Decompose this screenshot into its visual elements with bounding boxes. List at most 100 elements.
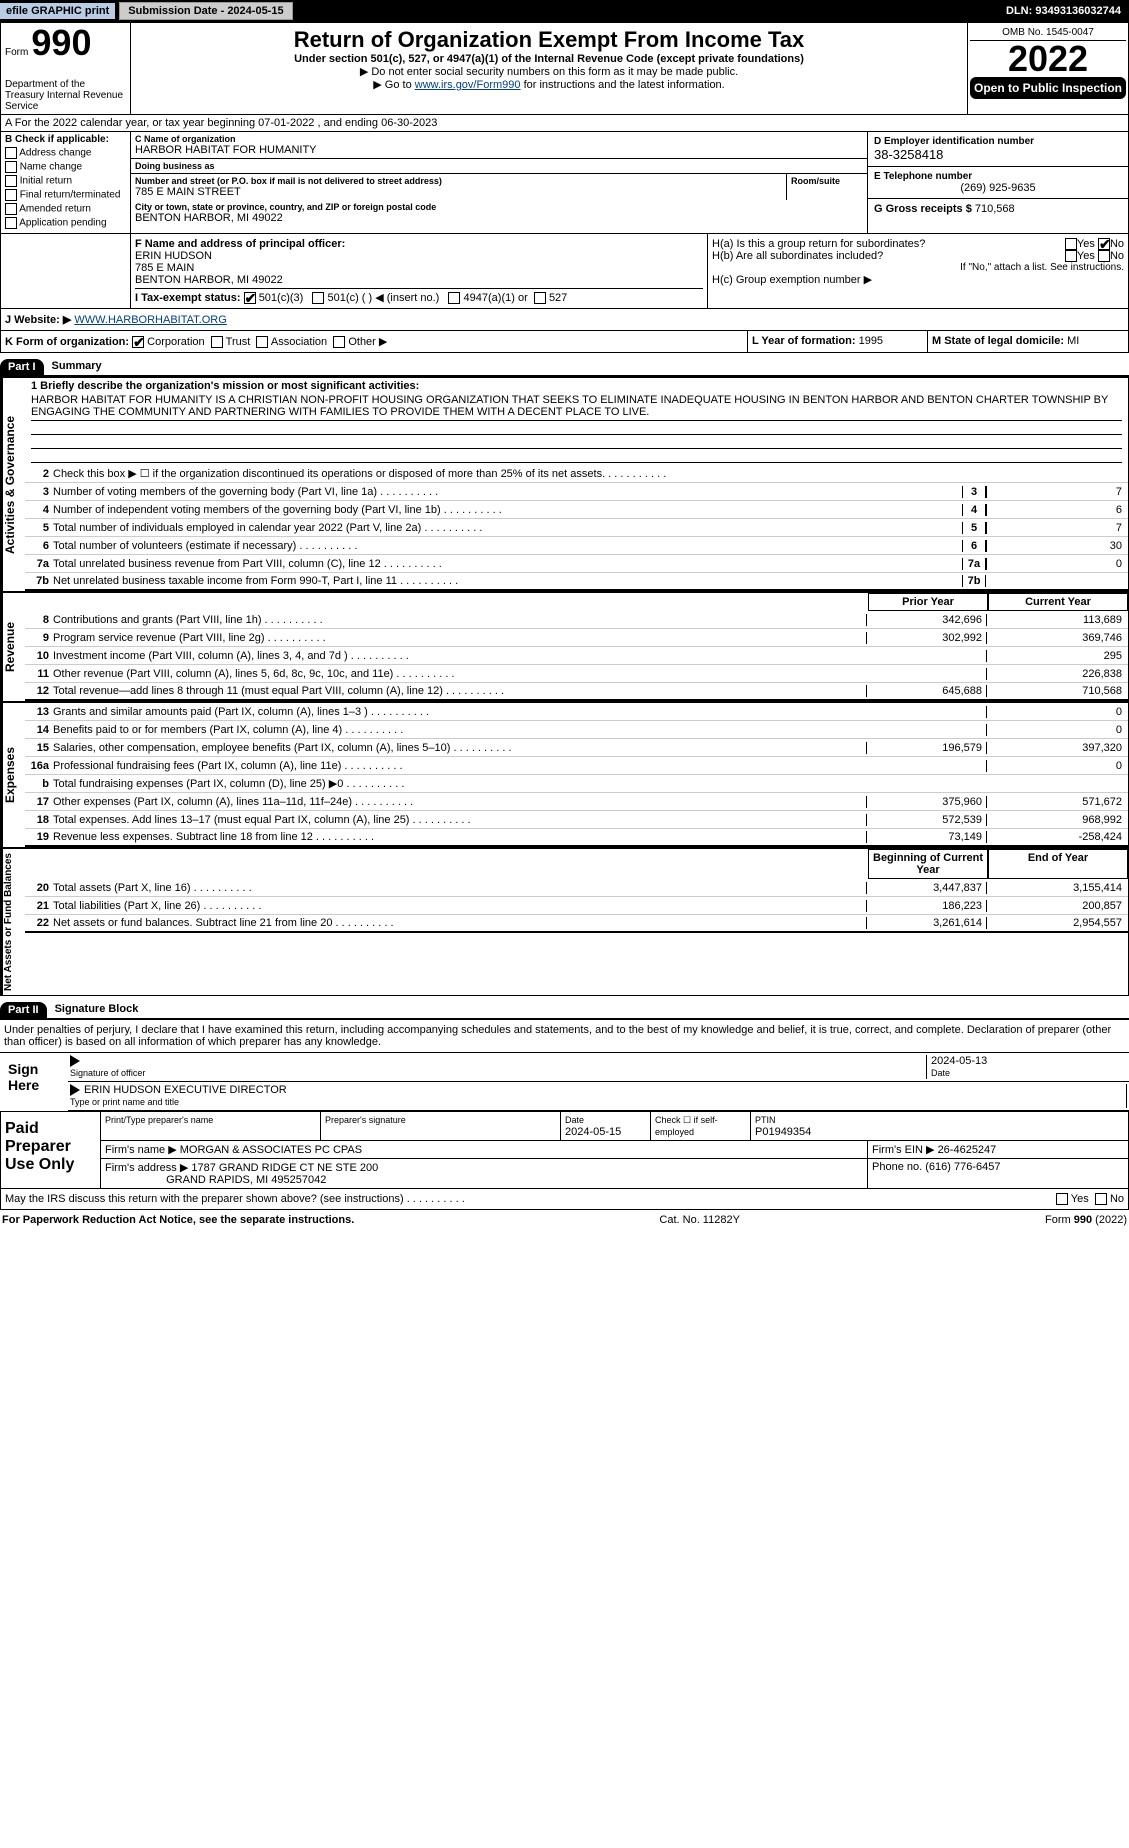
mission-label: 1 Briefly describe the organization's mi…: [31, 380, 1122, 392]
ha-no[interactable]: [1098, 238, 1110, 250]
dln: DLN: 93493136032744: [998, 3, 1129, 19]
b-check[interactable]: [5, 161, 17, 173]
vtab-exp: Expenses: [1, 703, 25, 847]
b-check[interactable]: [5, 175, 17, 187]
firm-phone: (616) 776-6457: [925, 1161, 1000, 1173]
name-label: Type or print name and title: [70, 1097, 179, 1107]
dept: Department of the Treasury Internal Reve…: [5, 79, 126, 112]
note1: ▶ Do not enter social security numbers o…: [135, 65, 963, 78]
discuss-no[interactable]: [1095, 1193, 1107, 1205]
city-label: City or town, state or province, country…: [135, 202, 863, 212]
paid-preparer-section: Paid Preparer Use Only Print/Type prepar…: [0, 1111, 1129, 1189]
arrow-icon: [70, 1084, 80, 1096]
net-assets-section: Net Assets or Fund Balances Beginning of…: [0, 848, 1129, 996]
b-check[interactable]: [5, 217, 17, 229]
form-word: Form: [5, 47, 28, 58]
open-inspection: Open to Public Inspection: [970, 77, 1126, 99]
form-header: Form 990 Department of the Treasury Inte…: [0, 22, 1129, 115]
mission-text: HARBOR HABITAT FOR HUMANITY IS A CHRISTI…: [31, 392, 1122, 421]
k-corp[interactable]: [132, 336, 144, 348]
check-527[interactable]: [534, 292, 546, 304]
part2-row: Part II Signature Block: [0, 1002, 1129, 1020]
ha-yes[interactable]: [1065, 238, 1077, 250]
arrow-icon: [70, 1055, 80, 1067]
current-year-header: Current Year: [988, 593, 1128, 611]
footer: For Paperwork Reduction Act Notice, see …: [0, 1210, 1129, 1230]
ein-label: D Employer identification number: [874, 136, 1122, 147]
vtab-act: Activities & Governance: [1, 378, 25, 591]
mission-blank3: [31, 449, 1122, 463]
b-check[interactable]: [5, 203, 17, 215]
hb-label: H(b) Are all subordinates included?: [712, 250, 883, 262]
vtab-rev: Revenue: [1, 593, 25, 701]
section-b-c-d: B Check if applicable: Address change Na…: [0, 132, 1129, 234]
gross: 710,568: [975, 203, 1015, 215]
hb-no[interactable]: [1098, 250, 1110, 262]
k-other[interactable]: [333, 336, 345, 348]
hc-label: H(c) Group exemption number ▶: [712, 273, 1124, 286]
year-formation: 1995: [859, 335, 883, 347]
org-name: HARBOR HABITAT FOR HUMANITY: [135, 144, 863, 156]
efile-label: efile GRAPHIC print: [0, 3, 115, 19]
k-trust[interactable]: [211, 336, 223, 348]
officer-name: ERIN HUDSON EXECUTIVE DIRECTOR: [84, 1084, 287, 1096]
gross-label: G Gross receipts $: [874, 203, 972, 215]
activities-governance: Activities & Governance 1 Briefly descri…: [0, 377, 1129, 592]
room-label: Room/suite: [791, 176, 863, 186]
street-label: Number and street (or P.O. box if mail i…: [135, 176, 782, 186]
form-subtitle: Under section 501(c), 527, or 4947(a)(1)…: [135, 53, 963, 65]
row-j: J Website: ▶ WWW.HARBORHABITAT.ORG: [0, 309, 1129, 331]
firm-addr1: 1787 GRAND RIDGE CT NE STE 200: [191, 1162, 378, 1174]
sign-here-section: Sign Here Signature of officer 2024-05-1…: [0, 1052, 1129, 1111]
website-link[interactable]: WWW.HARBORHABITAT.ORG: [74, 314, 226, 326]
irs-link[interactable]: www.irs.gov/Form990: [415, 79, 521, 91]
b-heading: B Check if applicable:: [5, 134, 126, 145]
sign-here-label: Sign Here: [0, 1053, 60, 1111]
k-assoc[interactable]: [256, 336, 268, 348]
phone: (269) 925-9635: [874, 182, 1122, 194]
phone-label: E Telephone number: [874, 171, 1122, 182]
footer-right: Form 990 (2022): [1045, 1214, 1127, 1226]
check-501c[interactable]: [312, 292, 324, 304]
sig-date: 2024-05-13: [931, 1055, 987, 1067]
boy-header: Beginning of Current Year: [868, 849, 988, 879]
footer-mid: Cat. No. 11282Y: [659, 1214, 740, 1226]
f-street: 785 E MAIN: [135, 262, 703, 274]
discuss-row: May the IRS discuss this return with the…: [0, 1189, 1129, 1210]
name-label: C Name of organization: [135, 134, 863, 144]
topbar: efile GRAPHIC print Submission Date - 20…: [0, 0, 1129, 22]
state-domicile: MI: [1067, 335, 1079, 347]
firm-addr2: GRAND RAPIDS, MI 495257042: [166, 1174, 326, 1186]
mission-blank1: [31, 421, 1122, 435]
footer-left: For Paperwork Reduction Act Notice, see …: [2, 1214, 354, 1226]
ptin: P01949354: [755, 1126, 811, 1138]
check-4947[interactable]: [448, 292, 460, 304]
tax-year: 2022: [970, 41, 1126, 77]
prior-year-header: Prior Year: [868, 593, 988, 611]
b-check[interactable]: [5, 189, 17, 201]
revenue-section: Revenue Prior YearCurrent Year 8Contribu…: [0, 592, 1129, 702]
firm-name: MORGAN & ASSOCIATES PC CPAS: [180, 1144, 362, 1156]
paid-label: Paid Preparer Use Only: [1, 1112, 101, 1188]
sig-officer-label: Signature of officer: [70, 1068, 145, 1078]
check-501c3[interactable]: [244, 292, 256, 304]
col-b: B Check if applicable: Address change Na…: [1, 132, 131, 233]
part1-title: Summary: [52, 360, 102, 374]
ein: 38-3258418: [874, 147, 1122, 162]
dba-label: Doing business as: [135, 161, 863, 171]
hb-note: If "No," attach a list. See instructions…: [712, 262, 1124, 273]
part1-row: Part I Summary: [0, 359, 1129, 377]
submission-date[interactable]: Submission Date - 2024-05-15: [119, 2, 292, 20]
b-check[interactable]: [5, 147, 17, 159]
row-k-l-m: K Form of organization: Corporation Trus…: [0, 331, 1129, 353]
hb-yes[interactable]: [1065, 250, 1077, 262]
mission-blank2: [31, 435, 1122, 449]
penalty-text: Under penalties of perjury, I declare th…: [0, 1020, 1129, 1052]
street: 785 E MAIN STREET: [135, 186, 782, 198]
part2-title: Signature Block: [55, 1003, 139, 1017]
city: BENTON HARBOR, MI 49022: [135, 212, 863, 224]
discuss-yes[interactable]: [1056, 1193, 1068, 1205]
col-d: D Employer identification number 38-3258…: [868, 132, 1128, 233]
ha-label: H(a) Is this a group return for subordin…: [712, 238, 925, 250]
date-label: Date: [931, 1068, 950, 1078]
